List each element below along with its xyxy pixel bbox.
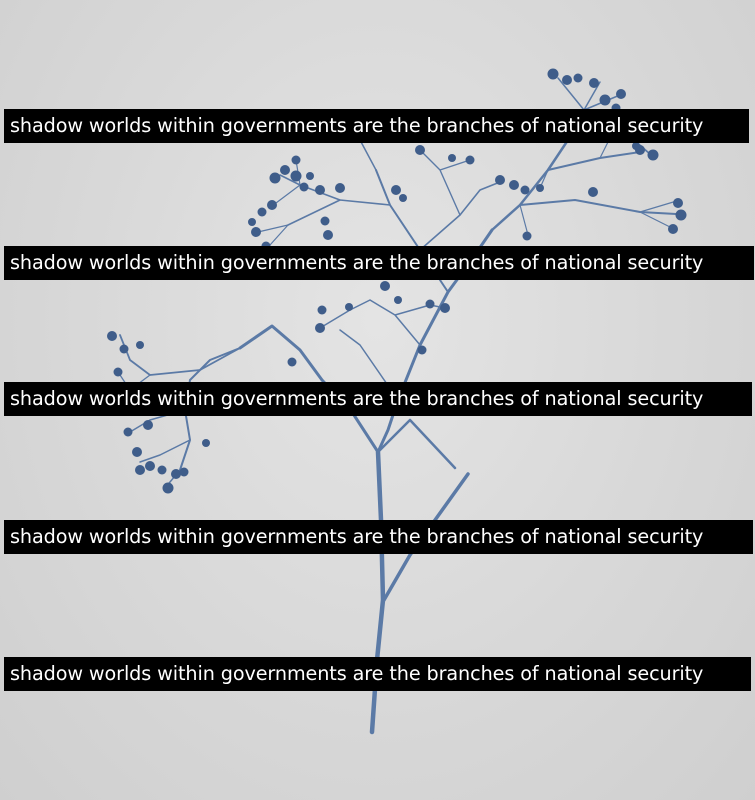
caption-banner: shadow worlds within governments are the…: [4, 382, 752, 416]
caption-banner: shadow worlds within governments are the…: [4, 246, 754, 280]
caption-banner: shadow worlds within governments are the…: [4, 657, 751, 691]
caption-banner: shadow worlds within governments are the…: [4, 109, 749, 143]
caption-banner: shadow worlds within governments are the…: [4, 520, 753, 554]
